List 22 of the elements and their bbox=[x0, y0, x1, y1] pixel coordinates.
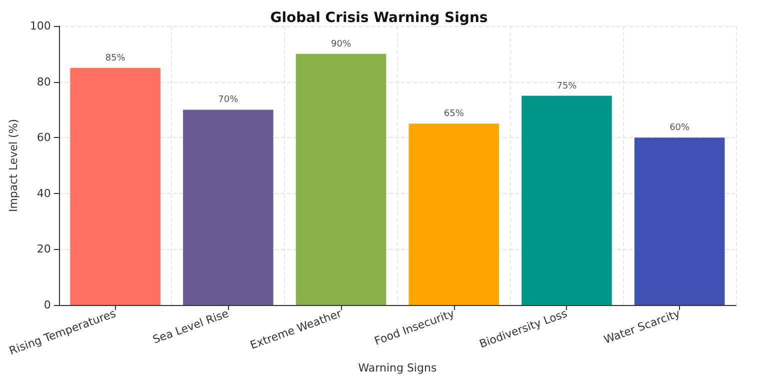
y-tick-label: 60 bbox=[36, 131, 51, 144]
bar bbox=[296, 54, 386, 305]
y-tick-label: 20 bbox=[36, 242, 51, 256]
bar bbox=[522, 96, 612, 305]
bar bbox=[408, 124, 500, 305]
data-label: 70% bbox=[218, 95, 239, 106]
data-label: 75% bbox=[556, 81, 578, 92]
data-label: 90% bbox=[331, 39, 352, 50]
data-label: 85% bbox=[105, 53, 126, 64]
bar bbox=[183, 110, 274, 305]
y-tick-label: 100 bbox=[30, 20, 51, 32]
bar bbox=[634, 138, 725, 305]
y-axis-title: Impact Level (%) bbox=[7, 118, 20, 212]
bar bbox=[70, 68, 160, 305]
data-label: 65% bbox=[444, 109, 464, 120]
x-tick-label: Sea Level Rise bbox=[151, 306, 231, 346]
chart-title: Global Crisis Warning Signs bbox=[270, 10, 488, 26]
y-tick-label: 80 bbox=[36, 75, 51, 88]
y-tick-label: 40 bbox=[36, 186, 51, 200]
y-tick-label: 0 bbox=[44, 298, 51, 312]
x-axis-title: Warning Signs bbox=[358, 362, 437, 375]
data-label: 60% bbox=[670, 123, 690, 134]
